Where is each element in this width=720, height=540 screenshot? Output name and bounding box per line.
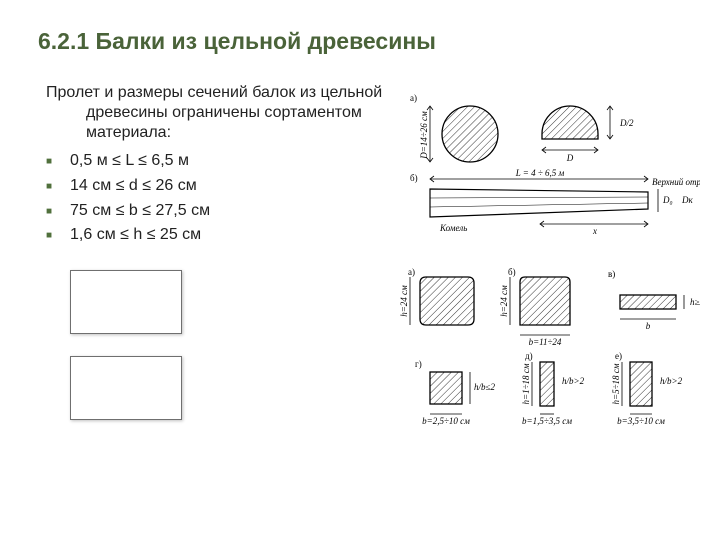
svg-text:b: b bbox=[646, 321, 651, 331]
svg-text:h=5÷18 см: h=5÷18 см bbox=[611, 363, 621, 404]
svg-text:h/b>2: h/b>2 bbox=[562, 376, 585, 386]
svg-text:б): б) bbox=[508, 267, 516, 277]
slide: 6.2.1 Балки из цельной древесины Пролет … bbox=[0, 0, 720, 540]
svg-text:a): a) bbox=[408, 267, 415, 277]
svg-text:h=24 см: h=24 см bbox=[400, 285, 409, 317]
tag-a: а) bbox=[410, 93, 417, 103]
svg-text:b=1,5÷3,5 см: b=1,5÷3,5 см bbox=[522, 416, 572, 426]
diagram-sections: a) h=24 см б) h=24 см b=11÷24 bbox=[400, 267, 700, 447]
D0-label: D₀ bbox=[662, 195, 673, 205]
constraints-list: 0,5 м ≤ L ≤ 6,5 м 14 см ≤ d ≤ 26 см 75 с… bbox=[30, 149, 390, 248]
x-label: x bbox=[592, 226, 597, 236]
page-title: 6.2.1 Балки из цельной древесины bbox=[38, 28, 690, 55]
svg-text:е): е) bbox=[615, 351, 622, 361]
svg-text:b=11÷24: b=11÷24 bbox=[529, 337, 562, 347]
shape-b: б) h=24 см b=11÷24 bbox=[499, 267, 570, 347]
svg-text:b=2,5÷10 см: b=2,5÷10 см bbox=[422, 416, 470, 426]
svg-text:h/b>2: h/b>2 bbox=[660, 376, 683, 386]
shape-c: в) h≥2 b bbox=[608, 269, 700, 331]
shape-e: е) h=5÷18 см h/b>2 b=3,5÷10 см bbox=[611, 351, 683, 426]
svg-text:h≥2: h≥2 bbox=[690, 297, 700, 307]
Dk-label: Dк bbox=[681, 195, 693, 205]
list-item: 75 см ≤ b ≤ 27,5 см bbox=[46, 199, 390, 224]
placeholder-box bbox=[70, 356, 182, 420]
komel-label: Комель bbox=[439, 223, 467, 233]
svg-text:h=24 см: h=24 см bbox=[499, 285, 509, 317]
shape-g: г) h/b≤2 b=2,5÷10 см bbox=[415, 359, 495, 426]
h-label: D/2 bbox=[619, 118, 634, 128]
svg-text:h/b≤2: h/b≤2 bbox=[474, 382, 495, 392]
diagram-log-svg: а) D=14÷26 см bbox=[400, 89, 700, 239]
upper-note: Верхний отруб bbox=[652, 177, 700, 187]
svg-text:в): в) bbox=[608, 269, 615, 279]
list-item: 1,6 см ≤ h ≤ 25 см bbox=[46, 223, 390, 248]
L-label: L = 4 ÷ 6,5 м bbox=[515, 168, 565, 178]
svg-text:b=3,5÷10 см: b=3,5÷10 см bbox=[617, 416, 665, 426]
list-item: 14 см ≤ d ≤ 26 см bbox=[46, 174, 390, 199]
d-label: D=14÷26 см bbox=[419, 111, 429, 160]
svg-text:h=1÷18 см: h=1÷18 см bbox=[521, 363, 531, 404]
body: Пролет и размеры сечений балок из цельно… bbox=[30, 83, 690, 447]
svg-text:г): г) bbox=[415, 359, 422, 369]
diagram-sections-svg: a) h=24 см б) h=24 см b=11÷24 bbox=[400, 267, 700, 447]
list-item: 0,5 м ≤ L ≤ 6,5 м bbox=[46, 149, 390, 174]
half-section: D/2 D bbox=[542, 106, 634, 163]
left-column: Пролет и размеры сечений балок из цельно… bbox=[30, 83, 390, 447]
shape-d: д) h=1÷18 см h/b>2 b=1,5÷3,5 см bbox=[521, 351, 585, 426]
w-label: D bbox=[566, 153, 574, 163]
circle-section: D=14÷26 см bbox=[419, 106, 498, 162]
svg-text:д): д) bbox=[525, 351, 533, 361]
intro-text: Пролет и размеры сечений балок из цельно… bbox=[30, 83, 390, 143]
placeholder-box bbox=[70, 270, 182, 334]
tag-b: б) bbox=[410, 173, 418, 183]
right-column: а) D=14÷26 см bbox=[400, 89, 700, 447]
placeholder-boxes bbox=[30, 270, 390, 420]
log-side-view: L = 4 ÷ 6,5 м D₀ Верхний отруб Dк Комель bbox=[430, 168, 700, 236]
diagram-log: а) D=14÷26 см bbox=[400, 89, 700, 239]
shape-a: a) h=24 см bbox=[400, 267, 474, 325]
